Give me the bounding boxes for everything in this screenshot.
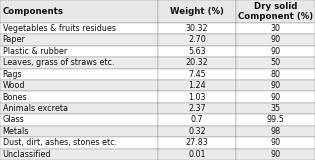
Bar: [158, 46, 236, 57]
Text: 50: 50: [271, 58, 281, 67]
Bar: [158, 126, 236, 137]
Text: 5.63: 5.63: [188, 47, 206, 56]
Bar: [236, 34, 315, 46]
Bar: [236, 114, 315, 126]
Text: 35: 35: [271, 104, 281, 113]
Text: 1.24: 1.24: [188, 81, 206, 90]
Bar: [0, 69, 158, 80]
Text: 90: 90: [271, 47, 281, 56]
Bar: [158, 34, 236, 46]
Text: Dust, dirt, ashes, stones etc.: Dust, dirt, ashes, stones etc.: [3, 138, 117, 147]
Text: Bones: Bones: [3, 93, 27, 102]
Bar: [0, 114, 158, 126]
Text: Animals excreta: Animals excreta: [3, 104, 67, 113]
Bar: [158, 23, 236, 34]
Text: 90: 90: [271, 36, 281, 44]
Text: Unclassified: Unclassified: [3, 150, 51, 159]
Bar: [0, 80, 158, 91]
Text: 90: 90: [271, 81, 281, 90]
Text: 20.32: 20.32: [186, 58, 208, 67]
Bar: [0, 0, 158, 23]
Bar: [158, 80, 236, 91]
Text: Wood: Wood: [3, 81, 25, 90]
Text: 1.03: 1.03: [188, 93, 206, 102]
Bar: [0, 91, 158, 103]
Bar: [158, 137, 236, 149]
Bar: [236, 103, 315, 114]
Bar: [236, 137, 315, 149]
Bar: [236, 80, 315, 91]
Text: Plastic & rubber: Plastic & rubber: [3, 47, 67, 56]
Text: 98: 98: [271, 127, 281, 136]
Bar: [158, 103, 236, 114]
Bar: [158, 91, 236, 103]
Bar: [236, 91, 315, 103]
Text: Weight (%): Weight (%): [170, 7, 224, 16]
Text: 0.01: 0.01: [188, 150, 206, 159]
Bar: [0, 57, 158, 69]
Bar: [0, 23, 158, 34]
Bar: [236, 23, 315, 34]
Text: 0.32: 0.32: [188, 127, 206, 136]
Bar: [158, 0, 236, 23]
Text: Paper: Paper: [3, 36, 26, 44]
Text: Vegetables & fruits residues: Vegetables & fruits residues: [3, 24, 116, 33]
Text: 90: 90: [271, 150, 281, 159]
Text: 99.5: 99.5: [267, 116, 284, 124]
Bar: [236, 69, 315, 80]
Bar: [236, 46, 315, 57]
Bar: [0, 126, 158, 137]
Text: 2.37: 2.37: [188, 104, 206, 113]
Text: 7.45: 7.45: [188, 70, 206, 79]
Text: 30: 30: [271, 24, 281, 33]
Text: 80: 80: [271, 70, 281, 79]
Text: Dry solid
Component (%): Dry solid Component (%): [238, 2, 313, 21]
Text: Components: Components: [3, 7, 64, 16]
Text: Glass: Glass: [3, 116, 24, 124]
Bar: [0, 137, 158, 149]
Text: 27.83: 27.83: [186, 138, 208, 147]
Bar: [236, 149, 315, 160]
Text: 30.32: 30.32: [186, 24, 208, 33]
Bar: [236, 0, 315, 23]
Text: 90: 90: [271, 138, 281, 147]
Bar: [236, 57, 315, 69]
Text: Rags: Rags: [3, 70, 22, 79]
Bar: [0, 34, 158, 46]
Bar: [0, 103, 158, 114]
Bar: [158, 149, 236, 160]
Bar: [0, 46, 158, 57]
Text: Leaves, grass of straws etc.: Leaves, grass of straws etc.: [3, 58, 114, 67]
Text: 2.70: 2.70: [188, 36, 206, 44]
Bar: [236, 126, 315, 137]
Text: 0.7: 0.7: [191, 116, 203, 124]
Text: 90: 90: [271, 93, 281, 102]
Bar: [0, 149, 158, 160]
Bar: [158, 57, 236, 69]
Bar: [158, 114, 236, 126]
Bar: [158, 69, 236, 80]
Text: Metals: Metals: [3, 127, 29, 136]
